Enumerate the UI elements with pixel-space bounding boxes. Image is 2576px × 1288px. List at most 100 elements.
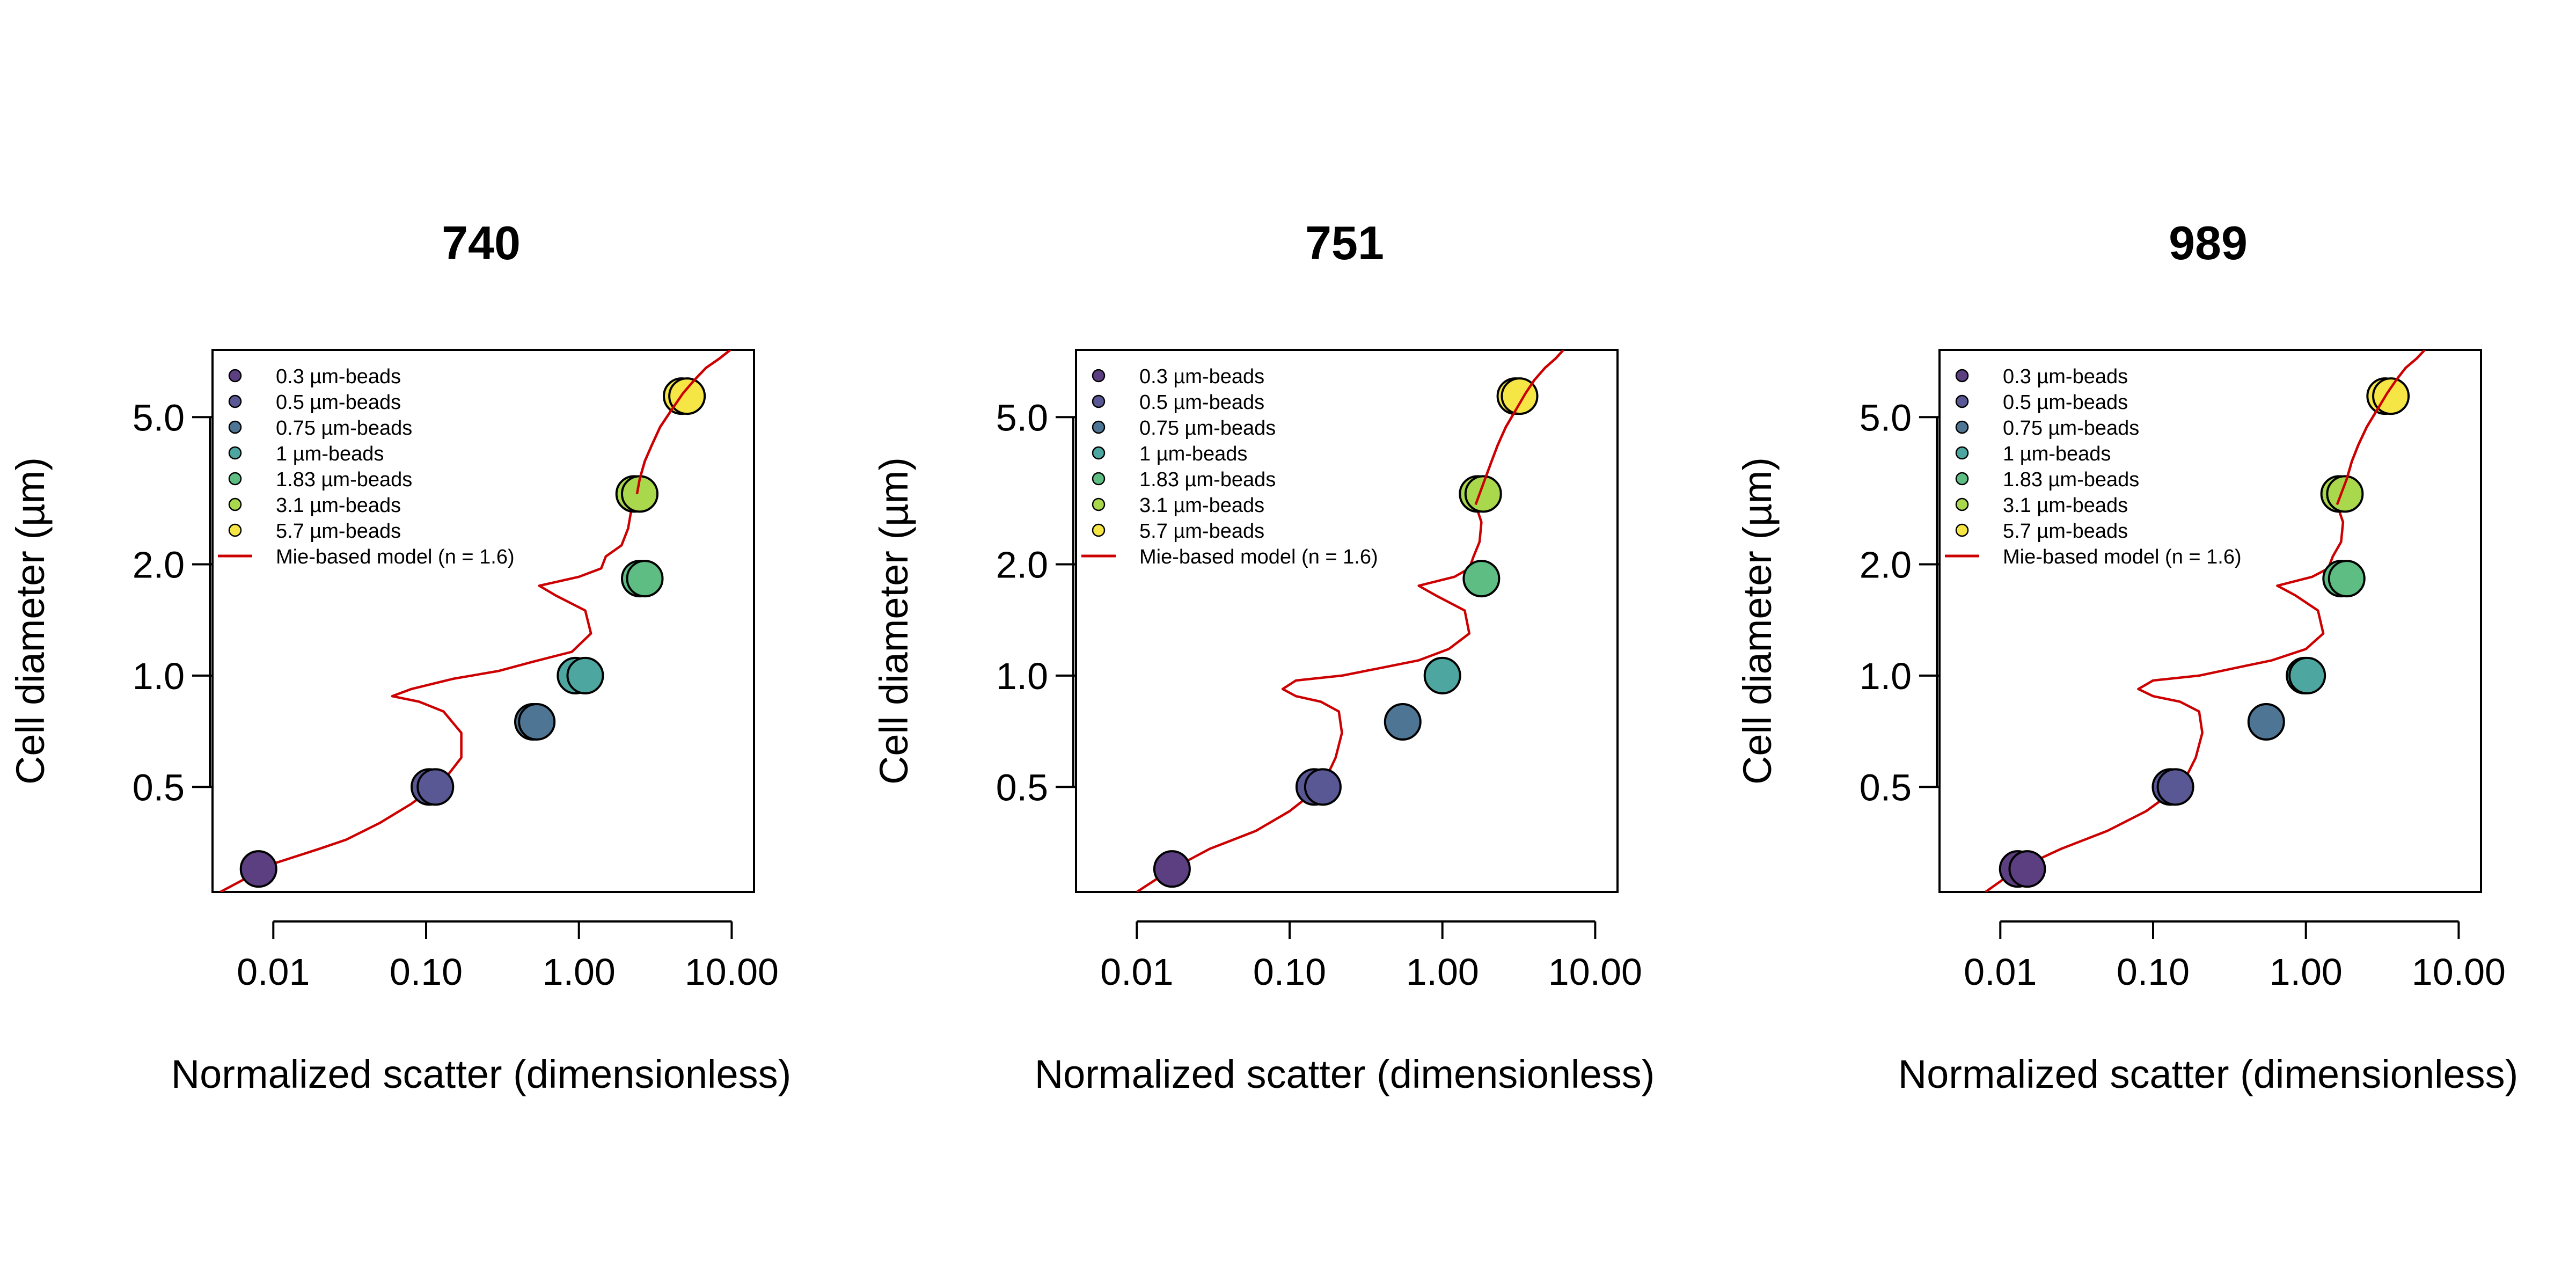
legend-label: 0.3 µm-beads — [276, 365, 401, 388]
x-tick-label: 10.00 — [2412, 951, 2506, 993]
chart-title: 740 — [442, 216, 521, 269]
legend-marker — [1955, 394, 1969, 408]
legend-marker — [1955, 369, 1969, 383]
y-tick-label: 1.0 — [1860, 655, 1912, 697]
legend-marker — [1092, 446, 1106, 460]
legend-marker — [1955, 446, 1969, 460]
data-point — [2372, 377, 2410, 415]
legend-marker — [1092, 523, 1106, 537]
data-point — [626, 560, 664, 598]
data-point — [2288, 656, 2326, 694]
data-point — [518, 702, 556, 741]
model-curve-overlay — [2336, 350, 2426, 506]
y-tick-label: 2.0 — [996, 544, 1048, 586]
legend-label: 5.7 µm-beads — [2003, 520, 2128, 543]
legend-label: 1.83 µm-beads — [1139, 469, 1276, 491]
chart-title: 989 — [2169, 216, 2248, 269]
plot-frame — [1075, 349, 1619, 893]
data-point — [1462, 560, 1501, 598]
x-tick-label: 1.00 — [543, 951, 616, 993]
data-point — [668, 377, 706, 415]
legend-label: 1 µm-beads — [276, 443, 384, 465]
x-axis-label: Normalized scatter (dimensionless) — [171, 1052, 792, 1096]
legend-label: 5.7 µm-beads — [1139, 520, 1264, 543]
chart-title: 751 — [1305, 216, 1384, 269]
legend-marker — [228, 472, 242, 486]
x-tick-label: 0.01 — [1964, 951, 2037, 993]
legend-label: 0.5 µm-beads — [2003, 391, 2128, 414]
plot-area — [219, 350, 731, 892]
y-tick-label: 1.0 — [996, 655, 1048, 697]
legend-marker — [228, 446, 242, 460]
y-tick-label: 1.0 — [133, 655, 185, 697]
x-tick-label: 10.00 — [1548, 951, 1642, 993]
data-point — [1464, 475, 1502, 513]
x-tick-label: 1.00 — [2270, 951, 2343, 993]
legend-label: Mie-based model (n = 1.6) — [2003, 546, 2242, 568]
legend-label: 1 µm-beads — [2003, 443, 2111, 465]
y-tick-label: 5.0 — [996, 397, 1048, 438]
data-point — [1153, 850, 1191, 888]
legend-label: 0.3 µm-beads — [1139, 365, 1264, 388]
y-tick-label: 0.5 — [133, 766, 185, 808]
data-point — [2156, 768, 2194, 806]
legend-label: 0.75 µm-beads — [1139, 417, 1276, 440]
model-curve-overlay — [1474, 350, 1564, 506]
legend-label: Mie-based model (n = 1.6) — [276, 546, 515, 568]
legend: 0.3 µm-beads 0.5 µm-beads 0.75 µm-beads 1 µ… — [1945, 365, 2242, 568]
y-axis-label: Cell diameter (µm) — [1735, 457, 1780, 785]
legend-label: 1.83 µm-beads — [276, 469, 412, 491]
legend-marker — [1092, 497, 1106, 511]
x-axis-label: Normalized scatter (dimensionless) — [1898, 1052, 2519, 1096]
model-curve-overlay — [635, 350, 731, 494]
chart-panel-740: 740 0.01 0.10 1.00 10.00 Normalized scatter (… — [8, 216, 791, 1096]
y-tick-label: 5.0 — [133, 397, 185, 438]
data-point — [416, 768, 455, 806]
legend-marker — [1092, 472, 1106, 486]
y-tick-label: 5.0 — [1860, 397, 1912, 438]
legend-label: 3.1 µm-beads — [2003, 494, 2128, 517]
x-tick-label: 10.00 — [685, 951, 779, 993]
legend-marker — [228, 523, 242, 537]
x-tick-label: 0.10 — [2117, 951, 2190, 993]
legend-marker — [228, 394, 242, 408]
plot-frame — [1938, 349, 2482, 893]
legend: 0.3 µm-beads 0.5 µm-beads 0.75 µm-beads 1 µ… — [1081, 365, 1378, 568]
legend-marker — [228, 497, 242, 511]
data-point — [1304, 768, 1342, 806]
y-tick-label: 0.5 — [996, 766, 1048, 808]
legend-label: 0.75 µm-beads — [276, 417, 412, 440]
x-axis-label: Normalized scatter (dimensionless) — [1035, 1052, 1655, 1096]
plot-area — [1136, 350, 1564, 892]
chart-panel-751: 751 0.01 0.10 1.00 10.00 Normalized scatter (… — [872, 216, 1655, 1096]
legend-marker — [228, 420, 242, 434]
data-point — [1384, 702, 1422, 741]
legend-marker — [1955, 420, 1969, 434]
x-tick-label: 1.00 — [1406, 951, 1479, 993]
data-point — [1423, 656, 1461, 694]
chart-panel-989: 989 0.01 0.10 1.00 10.00 Normalized scatter (… — [1735, 216, 2518, 1096]
legend-marker — [1092, 369, 1106, 383]
plot-area — [1985, 350, 2426, 892]
x-tick-label: 0.01 — [237, 951, 310, 993]
x-tick-label: 0.10 — [390, 951, 463, 993]
legend-label: 0.5 µm-beads — [276, 391, 401, 414]
plot-frame — [211, 349, 755, 893]
legend-label: 1.83 µm-beads — [2003, 469, 2139, 491]
y-axis-label: Cell diameter (µm) — [8, 457, 53, 785]
legend-marker — [1955, 472, 1969, 486]
y-tick-label: 2.0 — [1860, 544, 1912, 586]
y-tick-label: 0.5 — [1860, 766, 1912, 808]
x-tick-label: 0.01 — [1100, 951, 1173, 993]
data-point — [2328, 560, 2366, 598]
legend-label: 0.75 µm-beads — [2003, 417, 2139, 440]
legend-label: Mie-based model (n = 1.6) — [1139, 546, 1378, 568]
legend-label: 3.1 µm-beads — [276, 494, 401, 517]
data-point — [239, 850, 277, 888]
legend-label: 1 µm-beads — [1139, 443, 1247, 465]
legend-label: 3.1 µm-beads — [1139, 494, 1264, 517]
legend-label: 0.5 µm-beads — [1139, 391, 1264, 414]
x-tick-label: 0.10 — [1253, 951, 1326, 993]
legend: 0.3 µm-beads 0.5 µm-beads 0.75 µm-beads 1 µ… — [218, 365, 515, 568]
